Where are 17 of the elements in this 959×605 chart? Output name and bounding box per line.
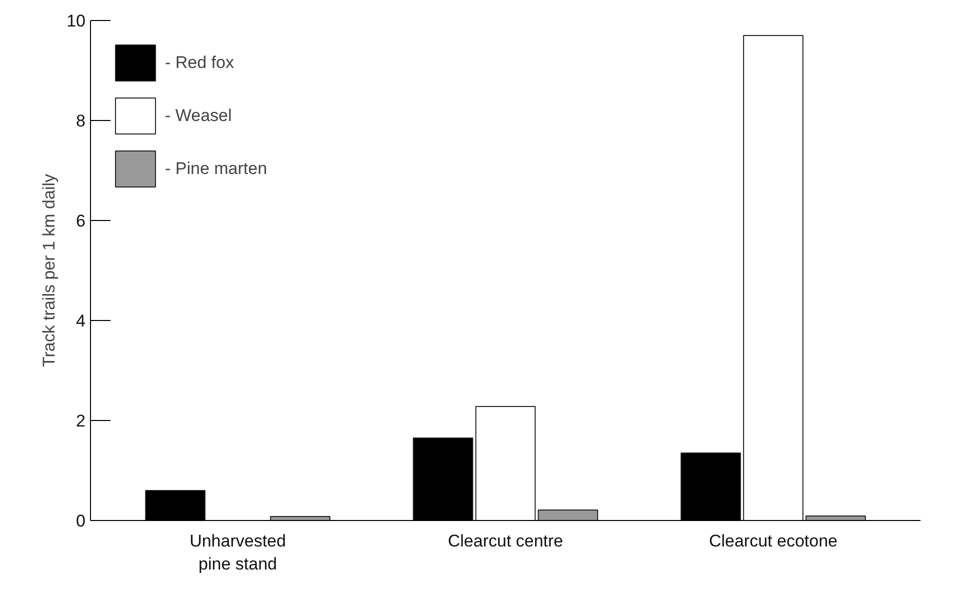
y-tick-label: 8 bbox=[76, 112, 86, 130]
y-tick-label: 10 bbox=[66, 12, 86, 30]
y-axis-title: Track trails per 1 km daily bbox=[40, 173, 59, 368]
bar bbox=[806, 516, 866, 520]
bar bbox=[743, 35, 804, 520]
x-tick-label: Clearcut centre bbox=[448, 532, 564, 550]
y-tick-label: 2 bbox=[76, 412, 86, 430]
legend-label: - Weasel bbox=[165, 106, 232, 126]
legend-label: - Red fox bbox=[165, 52, 234, 72]
x-tick-label: Unharvested pine stand bbox=[190, 532, 286, 574]
y-tick-label: 0 bbox=[76, 512, 86, 530]
bar bbox=[538, 510, 598, 520]
y-tick-label: 6 bbox=[76, 212, 86, 230]
x-tick-label: Clearcut ecotone bbox=[708, 532, 838, 550]
bar bbox=[475, 406, 536, 520]
legend-label: - Pine marten bbox=[165, 158, 268, 178]
y-tick-label: 4 bbox=[76, 312, 86, 330]
